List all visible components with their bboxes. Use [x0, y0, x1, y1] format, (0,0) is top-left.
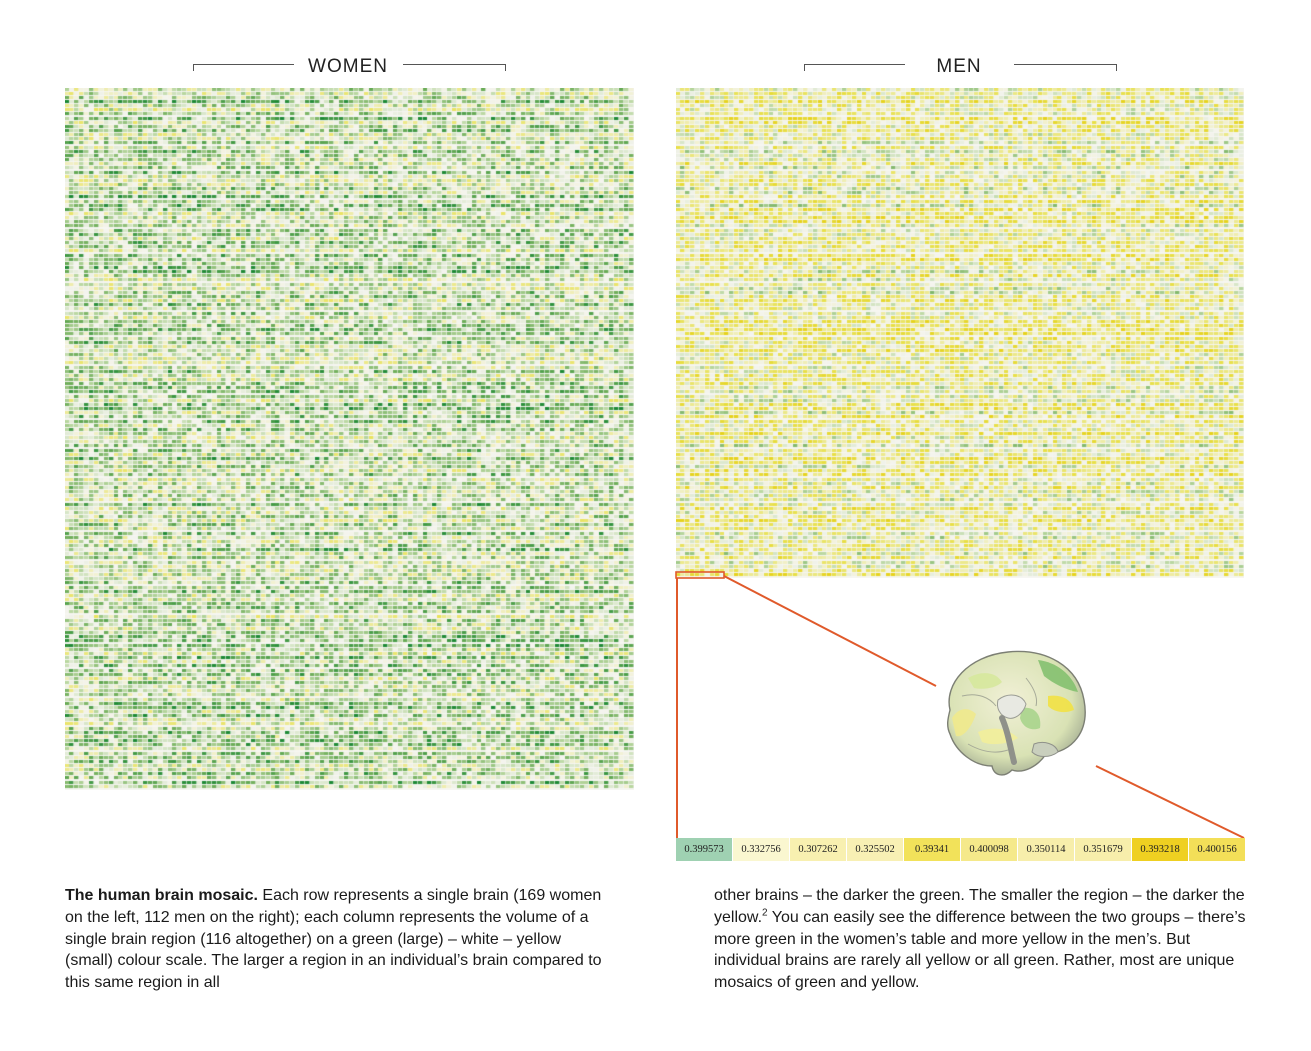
- region-value-strip: 0.399573 0.332756 0.307262 0.325502 0.39341 0…: [676, 838, 1246, 861]
- value-cell: 0.393218: [1132, 838, 1189, 861]
- value-cell: 0.39341: [904, 838, 961, 861]
- men-heading-bracket-right: [1014, 64, 1117, 71]
- men-heading-bracket-left: [804, 64, 905, 71]
- women-heading-bracket-right: [403, 64, 506, 71]
- value-cell: 0.400156: [1189, 838, 1246, 861]
- men-heading: MEN: [804, 56, 1117, 80]
- caption-right-body-1: other brains – the darker the green. The…: [714, 887, 1245, 926]
- women-heading-bracket-left: [193, 64, 294, 71]
- brain-illustration: [947, 650, 1086, 776]
- value-cell: 0.350114: [1018, 838, 1075, 861]
- value-cell: 0.351679: [1075, 838, 1132, 861]
- men-brain-mosaic: [676, 88, 1244, 578]
- value-cell: 0.332756: [733, 838, 790, 861]
- men-heading-label: MEN: [936, 56, 982, 77]
- women-heading-label: WOMEN: [308, 56, 388, 77]
- value-cell: 0.400098: [961, 838, 1018, 861]
- caption-title: The human brain mosaic.: [65, 887, 258, 904]
- value-cell: 0.307262: [790, 838, 847, 861]
- caption-left-column: The human brain mosaic. Each row represe…: [65, 885, 605, 994]
- callout-line-upper: [723, 575, 937, 687]
- caption-right-body-2: You can easily see the difference betwee…: [714, 908, 1246, 992]
- callout-line-lower: [1095, 765, 1245, 839]
- value-cell: 0.325502: [847, 838, 904, 861]
- women-heading: WOMEN: [193, 56, 506, 80]
- caption-right-column: other brains – the darker the green. The…: [714, 885, 1254, 994]
- value-cell: 0.399573: [676, 838, 733, 861]
- caption-footnote-marker: 2: [762, 907, 768, 919]
- caption-left-body: Each row represents a single brain (169 …: [65, 887, 602, 992]
- women-brain-mosaic: [65, 88, 634, 790]
